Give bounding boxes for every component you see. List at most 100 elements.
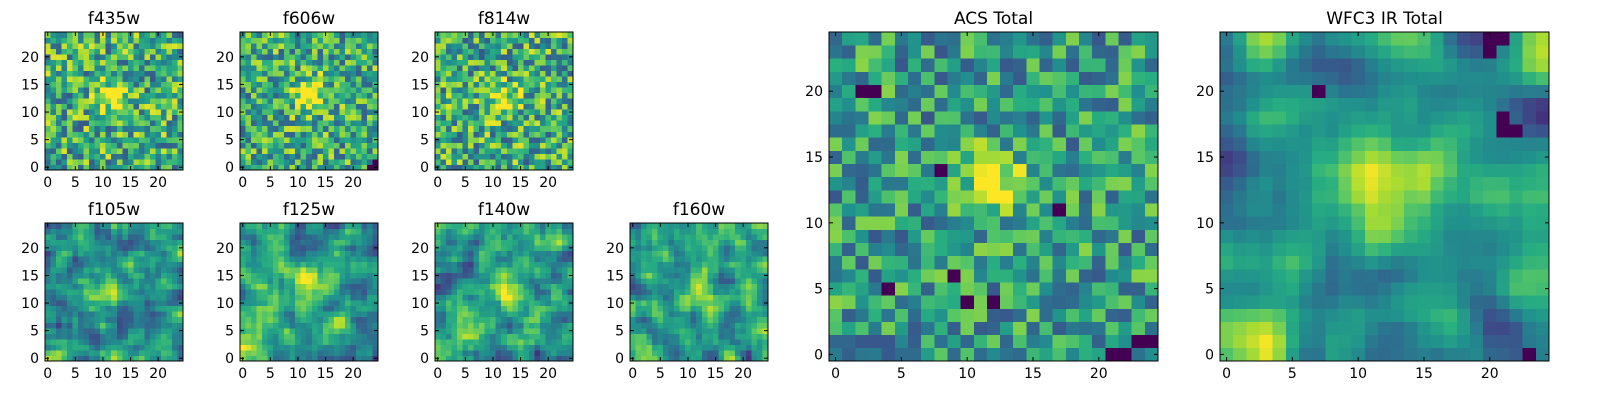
heatmap-cell xyxy=(89,65,96,72)
heatmap-cell xyxy=(517,114,524,121)
heatmap-cell xyxy=(657,289,664,296)
heatmap-cell xyxy=(479,54,486,60)
heatmap-cell xyxy=(517,70,524,77)
heatmap-cell xyxy=(829,216,843,230)
heatmap-cell xyxy=(111,136,118,143)
heatmap-cell xyxy=(696,349,703,356)
heatmap-cell xyxy=(446,70,452,77)
heatmap-cell xyxy=(133,109,140,116)
heatmap-cell xyxy=(149,109,156,116)
heatmap-cell xyxy=(756,278,763,285)
heatmap-cell xyxy=(539,305,546,312)
heatmap-cell xyxy=(479,322,486,329)
heatmap-cell xyxy=(1065,321,1080,336)
heatmap-cell xyxy=(528,300,535,307)
heatmap-cell xyxy=(462,120,469,127)
heatmap-cell xyxy=(251,338,257,345)
heatmap-cell xyxy=(462,250,469,257)
heatmap-cell xyxy=(284,289,291,296)
heatmap-cell xyxy=(45,289,51,296)
heatmap-cell xyxy=(355,300,362,307)
heatmap-cell xyxy=(446,103,452,110)
heatmap-cell xyxy=(245,32,252,38)
heatmap-cell xyxy=(72,70,79,77)
heatmap-cell xyxy=(690,267,697,274)
heatmap-cell xyxy=(333,272,340,279)
heatmap-cell xyxy=(435,87,441,94)
heatmap-cell xyxy=(361,289,368,296)
heatmap-cell xyxy=(894,163,909,178)
heatmap-cell xyxy=(440,136,447,143)
heatmap-cell xyxy=(868,150,883,164)
heatmap-cell xyxy=(446,114,452,121)
heatmap-cell xyxy=(462,272,469,279)
heatmap-cell xyxy=(322,136,329,143)
heatmap-cell xyxy=(539,272,546,279)
heatmap-cell xyxy=(435,267,441,274)
heatmap-cell xyxy=(177,305,184,312)
heatmap-cell xyxy=(506,355,513,362)
heatmap-cell xyxy=(322,300,329,307)
heatmap-cell xyxy=(149,327,156,334)
heatmap-cell xyxy=(756,311,763,318)
heatmap-cell xyxy=(149,103,156,110)
heatmap-cell xyxy=(50,245,57,251)
heatmap-cell xyxy=(366,37,373,44)
heatmap-cell xyxy=(734,305,741,312)
heatmap-cell xyxy=(72,234,79,240)
heatmap-cell xyxy=(328,70,335,77)
heatmap-cell xyxy=(289,311,296,318)
heatmap-cell xyxy=(89,256,96,263)
heatmap-cell xyxy=(556,300,563,307)
heatmap-cell xyxy=(122,272,129,279)
heatmap-cell xyxy=(328,338,335,345)
heatmap-cell xyxy=(144,54,151,60)
heatmap-cell xyxy=(1065,203,1080,217)
heatmap-cell xyxy=(685,250,692,257)
heatmap-cell xyxy=(160,114,167,121)
heatmap-cell xyxy=(100,76,107,83)
heatmap-cell xyxy=(122,81,129,88)
heatmap-cell xyxy=(1013,203,1027,217)
heatmap-cell xyxy=(133,103,140,110)
heatmap-cell xyxy=(630,289,636,296)
heatmap-cell xyxy=(133,59,140,66)
heatmap-cell xyxy=(105,65,112,72)
heatmap-cell xyxy=(273,32,280,38)
heatmap-cell xyxy=(457,59,463,66)
heatmap-cell xyxy=(868,268,883,283)
heatmap-cell xyxy=(177,103,184,110)
y-tick-label: 15 xyxy=(606,268,624,284)
heatmap-cell xyxy=(668,228,675,235)
heatmap-cell xyxy=(317,92,324,99)
heatmap-cell xyxy=(61,37,68,44)
heatmap-cell xyxy=(262,125,268,132)
heatmap-cell xyxy=(171,136,178,143)
heatmap-cell xyxy=(72,109,79,116)
heatmap-cell xyxy=(166,355,173,362)
heatmap-cell xyxy=(457,256,463,263)
heatmap-cell xyxy=(366,294,373,301)
heatmap-cell xyxy=(333,305,340,312)
heatmap-cell xyxy=(350,228,357,235)
heatmap-cell xyxy=(56,349,62,356)
heatmap-cell xyxy=(707,278,714,285)
heatmap-cell xyxy=(446,43,452,49)
heatmap-cell xyxy=(495,305,502,312)
heatmap-cell xyxy=(300,76,307,83)
heatmap-cell xyxy=(166,120,173,127)
heatmap-cell xyxy=(50,228,57,235)
heatmap-cell xyxy=(83,349,90,356)
heatmap-cell xyxy=(262,164,268,171)
heatmap-cell xyxy=(556,92,563,99)
heatmap-cell xyxy=(528,239,535,246)
heatmap-cell xyxy=(50,103,57,110)
heatmap-cell xyxy=(679,234,686,240)
heatmap-cell xyxy=(762,283,769,290)
heatmap-cell xyxy=(256,158,263,165)
heatmap-cell xyxy=(751,338,758,345)
heatmap-cell xyxy=(138,250,145,257)
heatmap-cell xyxy=(451,164,458,171)
heatmap-cell xyxy=(72,120,79,127)
heatmap-cell xyxy=(61,261,68,268)
